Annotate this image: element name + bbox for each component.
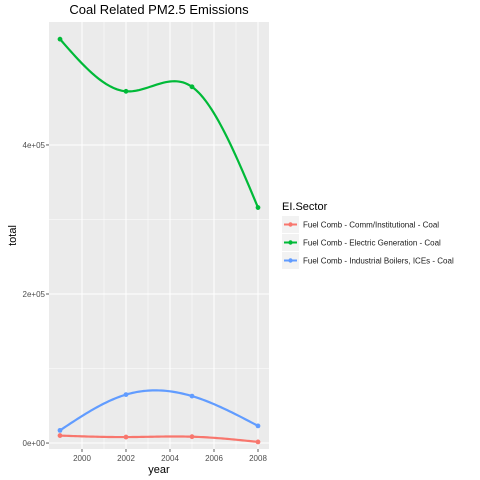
data-point [255,205,261,210]
series-lines [59,38,260,444]
y-tick-label: 0e+00 [23,439,46,448]
x-axis: 2000 2002 2004 2006 2008 [73,449,267,463]
data-point [123,392,129,398]
x-tick-label: 2006 [205,454,223,463]
plot-panel [49,22,269,449]
series-points [57,36,261,445]
data-point [123,88,129,94]
data-point [123,434,129,440]
x-tick-label: 2008 [249,454,267,463]
series-line-0 [59,434,259,444]
data-point [189,84,195,90]
x-tick-label: 2002 [117,454,135,463]
legend-label: Fuel Comb - Industrial Boilers, ICEs - C… [303,257,454,266]
x-axis-title: year [148,464,170,476]
y-tick-label: 2e+05 [23,290,46,299]
legend: EI.Sector Fuel Comb - Comm/Institutional… [282,201,454,269]
legend-key-point [288,222,293,227]
data-point [57,427,63,433]
legend-key-point [288,258,293,263]
data-point [57,433,63,438]
series-line-2 [59,389,259,432]
data-point [189,434,195,440]
series-line-1 [59,38,260,208]
legend-label: Fuel Comb - Electric Generation - Coal [303,239,441,248]
legend-title: EI.Sector [282,201,328,213]
data-point [255,439,261,445]
x-tick-label: 2004 [161,454,179,463]
x-tick-label: 2000 [73,454,91,463]
data-point [189,393,195,399]
data-point [255,423,261,429]
legend-key-point [288,240,293,245]
legend-label: Fuel Comb - Comm/Institutional - Coal [303,221,439,230]
y-tick-label: 4e+05 [23,141,46,150]
data-point [57,36,63,42]
y-axis: 0e+00 2e+05 4e+05 [23,141,49,448]
chart-title: Coal Related PM2.5 Emissions [69,2,249,17]
y-axis-title: total [7,225,19,246]
